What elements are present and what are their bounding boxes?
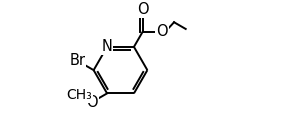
Text: O: O [86,95,98,110]
Text: CH₃: CH₃ [66,88,92,102]
Text: Br: Br [69,53,85,68]
Text: O: O [137,2,149,17]
Text: N: N [102,39,112,54]
Text: O: O [156,24,168,39]
